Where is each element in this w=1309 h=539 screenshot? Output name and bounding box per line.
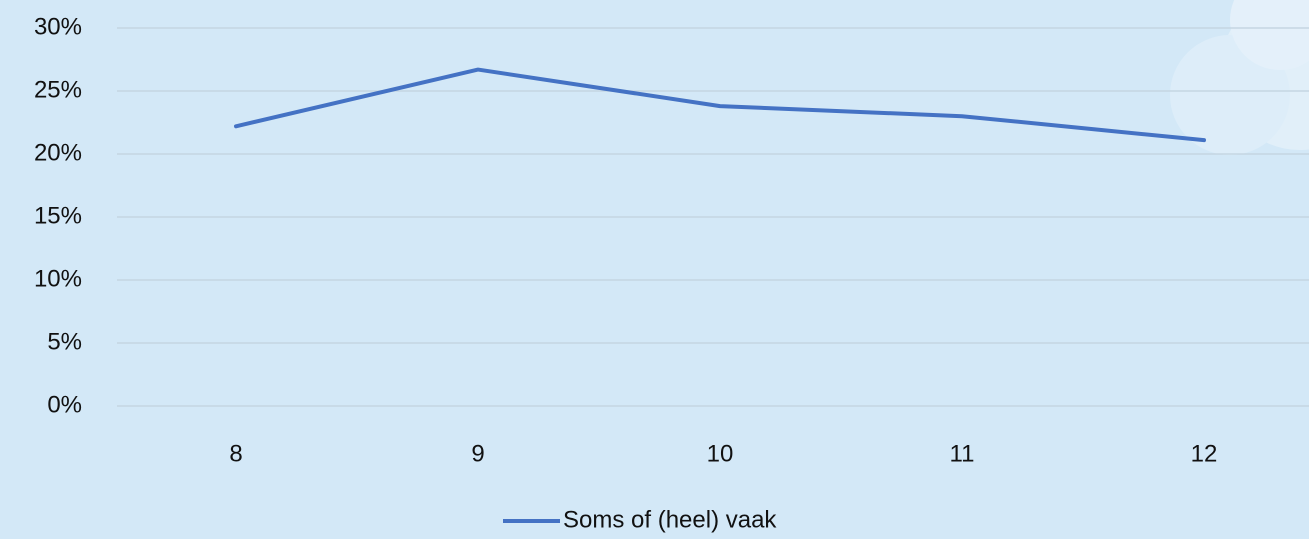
background [0,0,1309,539]
x-tick-label: 8 [229,440,242,467]
x-tick-label: 10 [707,440,734,467]
y-tick-label: 5% [47,328,82,355]
y-tick-label: 15% [34,202,82,229]
y-tick-label: 20% [34,139,82,166]
y-tick-label: 30% [34,13,82,40]
y-tick-label: 0% [47,391,82,418]
legend-label: Soms of (heel) vaak [563,506,777,533]
x-tick-label: 11 [950,440,975,467]
x-tick-label: 12 [1191,440,1218,467]
y-tick-label: 10% [34,265,82,292]
chart: 0% 5% 10% 15% 20% 25% 30% 8 9 10 11 12 Soms of (heel… [0,0,1309,539]
y-tick-label: 25% [34,76,82,103]
x-tick-label: 9 [471,440,484,467]
